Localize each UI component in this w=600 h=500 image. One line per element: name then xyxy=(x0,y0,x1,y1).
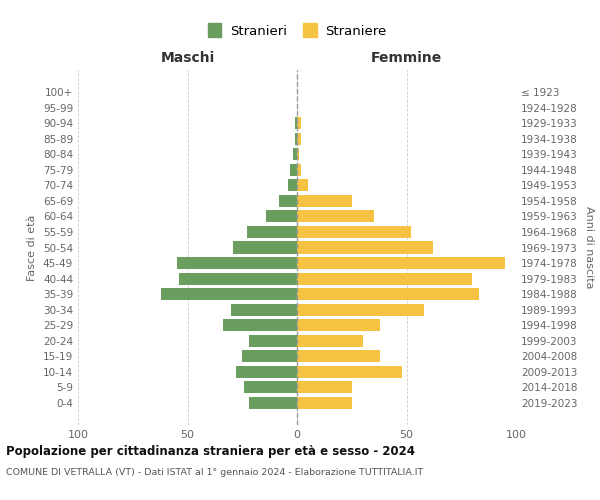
Bar xyxy=(297,272,472,284)
Legend: Stranieri, Straniere: Stranieri, Straniere xyxy=(203,20,391,42)
Bar xyxy=(297,210,374,222)
Bar xyxy=(297,257,505,269)
Bar xyxy=(290,164,297,176)
Bar xyxy=(249,396,297,409)
Bar xyxy=(176,257,297,269)
Bar xyxy=(295,117,297,130)
Bar xyxy=(247,226,297,238)
Bar xyxy=(297,132,301,145)
Bar xyxy=(297,180,308,192)
Bar xyxy=(288,180,297,192)
Bar xyxy=(297,334,362,346)
Bar xyxy=(179,272,297,284)
Bar xyxy=(297,242,433,254)
Bar xyxy=(236,366,297,378)
Bar xyxy=(293,148,297,160)
Bar xyxy=(297,381,352,394)
Y-axis label: Anni di nascita: Anni di nascita xyxy=(584,206,594,289)
Text: Popolazione per cittadinanza straniera per età e sesso - 2024: Popolazione per cittadinanza straniera p… xyxy=(6,445,415,458)
Bar xyxy=(223,319,297,331)
Bar xyxy=(280,195,297,207)
Bar xyxy=(297,195,352,207)
Bar xyxy=(244,381,297,394)
Bar xyxy=(266,210,297,222)
Bar xyxy=(297,164,301,176)
Bar xyxy=(232,304,297,316)
Bar xyxy=(297,288,479,300)
Bar xyxy=(297,117,301,130)
Bar xyxy=(295,132,297,145)
Bar xyxy=(297,350,380,362)
Bar xyxy=(297,304,424,316)
Bar xyxy=(233,242,297,254)
Bar xyxy=(249,334,297,346)
Bar xyxy=(242,350,297,362)
Text: COMUNE DI VETRALLA (VT) - Dati ISTAT al 1° gennaio 2024 - Elaborazione TUTTITALI: COMUNE DI VETRALLA (VT) - Dati ISTAT al … xyxy=(6,468,423,477)
Bar xyxy=(297,319,380,331)
Bar xyxy=(297,366,402,378)
Bar xyxy=(297,226,411,238)
Bar xyxy=(297,148,299,160)
Y-axis label: Fasce di età: Fasce di età xyxy=(28,214,37,280)
Bar xyxy=(297,396,352,409)
Bar xyxy=(161,288,297,300)
